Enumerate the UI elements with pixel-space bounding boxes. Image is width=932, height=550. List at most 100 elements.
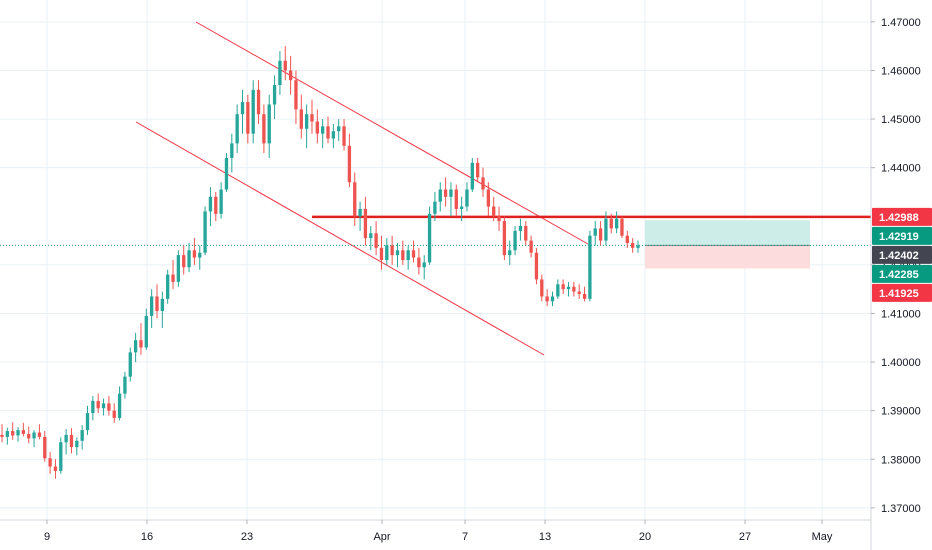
time-tick-label: Apr [373, 531, 390, 543]
price-badge-label: 1.42988 [879, 212, 919, 224]
candle-body [21, 430, 26, 434]
candle-body [224, 157, 229, 190]
candle-body [315, 121, 319, 134]
candle-body [107, 403, 111, 411]
position-zones [645, 220, 810, 269]
price-tick-label: 1.40000 [881, 357, 921, 369]
price-tick-label: 1.39000 [881, 406, 921, 418]
time-tick-label: 7 [462, 531, 468, 543]
candle-body [534, 252, 539, 280]
candle-body [492, 206, 496, 217]
candle-body [593, 228, 597, 236]
candle-body [395, 250, 400, 256]
candle-body [117, 393, 122, 418]
price-tick-label: 1.46000 [881, 65, 921, 77]
candle-body [529, 240, 533, 253]
candle-body [443, 189, 448, 197]
candle-body [53, 466, 58, 471]
candle-body [85, 413, 90, 431]
candle-body [486, 189, 491, 207]
price-badge-label: 1.42402 [879, 250, 919, 262]
candle-body [406, 250, 410, 260]
candle-body [182, 255, 186, 268]
candle-body [476, 162, 480, 178]
time-tick-label: May [812, 531, 833, 543]
candle-body [256, 89, 261, 115]
candle-body [550, 296, 555, 302]
candle-body [299, 109, 303, 129]
time-tick-label: 16 [141, 531, 153, 543]
candle-body [246, 102, 250, 134]
price-badge [872, 245, 932, 264]
price-tick-label: 1.37000 [881, 503, 921, 515]
candle-body [5, 431, 10, 437]
candle-body [48, 458, 52, 467]
candle-body [69, 434, 74, 448]
candle-body [96, 400, 100, 409]
candle-body [524, 225, 528, 241]
candle-body [374, 233, 378, 248]
candle-body [59, 442, 63, 471]
time-tick-label: 13 [539, 531, 551, 543]
candle-body [609, 218, 613, 229]
time-tick-label: 20 [639, 531, 651, 543]
candle-body [160, 298, 164, 312]
candle-body [513, 230, 517, 251]
candle-body [139, 340, 143, 348]
drawings [0, 21, 871, 356]
candle-body [149, 296, 154, 316]
price-tick-label: 1.45000 [881, 114, 921, 126]
candle-body [321, 126, 325, 134]
price-badge [872, 226, 932, 245]
candle-body [144, 315, 148, 348]
candle-body [614, 218, 619, 229]
candle-body [11, 431, 15, 436]
candle-body [598, 228, 603, 241]
candle-body [358, 208, 362, 217]
candle-body [251, 89, 255, 134]
candle-body [454, 189, 458, 209]
price-badge [872, 207, 932, 226]
time-tick-label: 23 [241, 531, 253, 543]
candle-body [502, 221, 507, 256]
candle-body [390, 245, 394, 256]
candle-body [449, 189, 453, 197]
price-badges: 1.42988 1.42919 1.42402 1.42285 1.41925 [872, 207, 932, 302]
price-tick-label: 1.44000 [881, 163, 921, 175]
candle-body [310, 114, 314, 122]
price-badge-label: 1.42285 [879, 269, 919, 281]
candle-body [572, 286, 576, 292]
candle-body [32, 432, 36, 439]
time-axis[interactable]: 9 16 23 Apr 7 13 20 27 May [44, 520, 833, 543]
candle-body [566, 286, 571, 290]
candle-body [379, 247, 384, 260]
candle-body [347, 145, 352, 183]
candle-body [235, 114, 239, 144]
candle-body [16, 430, 20, 436]
candle-body [123, 376, 127, 394]
candle-body [561, 284, 565, 290]
candle-body [508, 250, 512, 256]
candle-body [427, 213, 432, 263]
candle-body [342, 126, 346, 146]
candle-body [353, 182, 357, 217]
candle-body [582, 294, 587, 299]
candle-body [230, 143, 234, 158]
candle-body [198, 252, 202, 258]
candle-body [556, 284, 560, 297]
candle-body [43, 436, 47, 459]
time-tick-label: 27 [739, 531, 751, 543]
candle-body [363, 208, 368, 239]
candle-body [540, 279, 544, 297]
candle-body [465, 189, 469, 207]
candle-body [80, 430, 84, 441]
candle-body [267, 104, 271, 144]
candle-body [369, 233, 373, 239]
candle-body [588, 235, 592, 299]
price-tick-label: 1.47000 [881, 17, 921, 29]
channel-upper-line[interactable] [195, 21, 589, 245]
price-tick-label: 1.38000 [881, 454, 921, 466]
channel-lower-line[interactable] [135, 121, 545, 356]
